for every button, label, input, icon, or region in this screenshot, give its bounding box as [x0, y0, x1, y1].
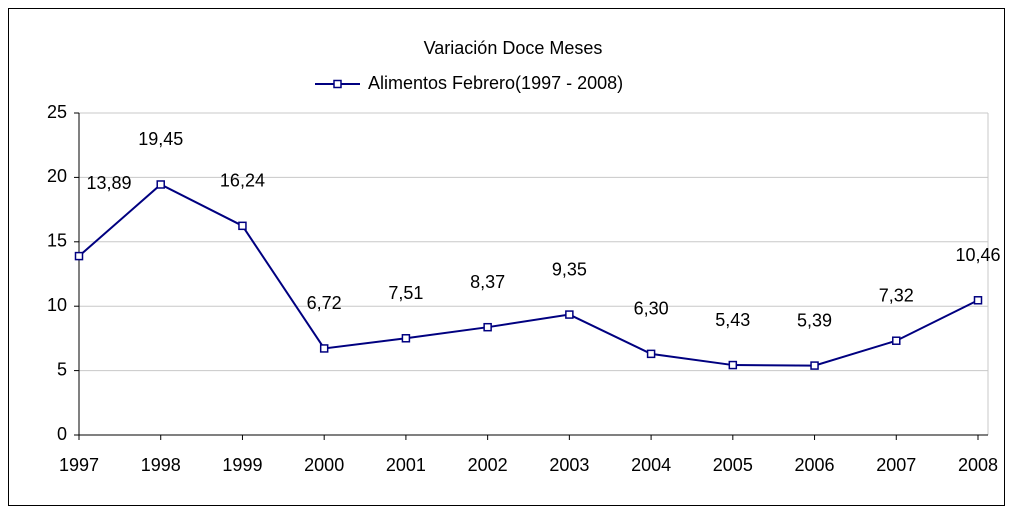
- y-tick-label: 25: [47, 102, 67, 122]
- x-tick-label: 1998: [141, 455, 181, 475]
- data-label: 6,30: [634, 299, 669, 319]
- data-label: 16,24: [220, 171, 265, 191]
- chart-title: Variación Doce Meses: [424, 38, 603, 58]
- x-tick-label: 2000: [304, 455, 344, 475]
- x-tick-label: 2008: [958, 455, 998, 475]
- point-marker: [728, 360, 738, 370]
- point-marker: [892, 336, 901, 345]
- x-tick-label: 2002: [468, 455, 508, 475]
- data-label: 10,46: [955, 245, 1000, 265]
- point-marker: [238, 221, 247, 231]
- x-tick-label: 2004: [631, 455, 671, 475]
- y-tick-label: 15: [47, 231, 67, 251]
- data-label: 6,72: [307, 293, 342, 313]
- legend-label: Alimentos Febrero(1997 - 2008): [368, 73, 623, 93]
- x-tick-label: 2007: [876, 455, 916, 475]
- point-marker: [810, 361, 819, 370]
- point-marker: [319, 344, 329, 353]
- x-tick-label: 2006: [795, 455, 835, 475]
- y-tick-label: 5: [57, 359, 67, 379]
- data-label: 19,45: [138, 129, 183, 149]
- legend-marker: [333, 79, 342, 89]
- x-tick-label: 1999: [222, 455, 262, 475]
- data-label: 5,39: [797, 310, 832, 330]
- point-marker: [973, 296, 983, 305]
- point-marker: [74, 251, 84, 261]
- chart-border: [8, 8, 1005, 506]
- data-label: 7,32: [879, 285, 914, 305]
- data-label: 9,35: [552, 259, 587, 279]
- point-marker: [565, 310, 574, 319]
- x-tick-label: 2005: [713, 455, 753, 475]
- data-label: 13,89: [86, 173, 131, 193]
- y-tick-label: 0: [57, 424, 67, 444]
- y-tick-label: 20: [47, 166, 67, 186]
- x-tick-label: 2003: [549, 455, 589, 475]
- point-marker: [401, 334, 411, 343]
- x-tick-label: 1997: [59, 455, 99, 475]
- data-label: 5,43: [715, 310, 750, 330]
- point-marker: [483, 322, 492, 332]
- y-tick-label: 10: [47, 295, 67, 315]
- data-label: 7,51: [388, 283, 423, 303]
- data-label: 8,37: [470, 272, 505, 292]
- series-line: [78, 183, 979, 367]
- x-tick-label: 2001: [386, 455, 426, 475]
- point-marker: [156, 180, 165, 189]
- point-marker: [646, 349, 656, 359]
